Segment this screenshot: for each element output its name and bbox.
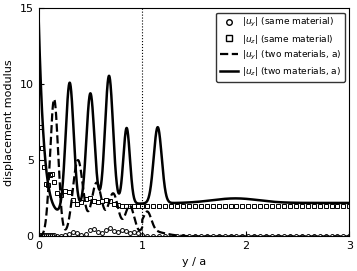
X-axis label: y / a: y / a	[182, 257, 206, 267]
Legend: $|u_y|$ (same material), $|u_z|$ (same material), $|u_y|$ (two materials, a), $|: $|u_y|$ (same material), $|u_z|$ (same m…	[216, 13, 345, 82]
Y-axis label: displacement modulus: displacement modulus	[4, 59, 14, 186]
